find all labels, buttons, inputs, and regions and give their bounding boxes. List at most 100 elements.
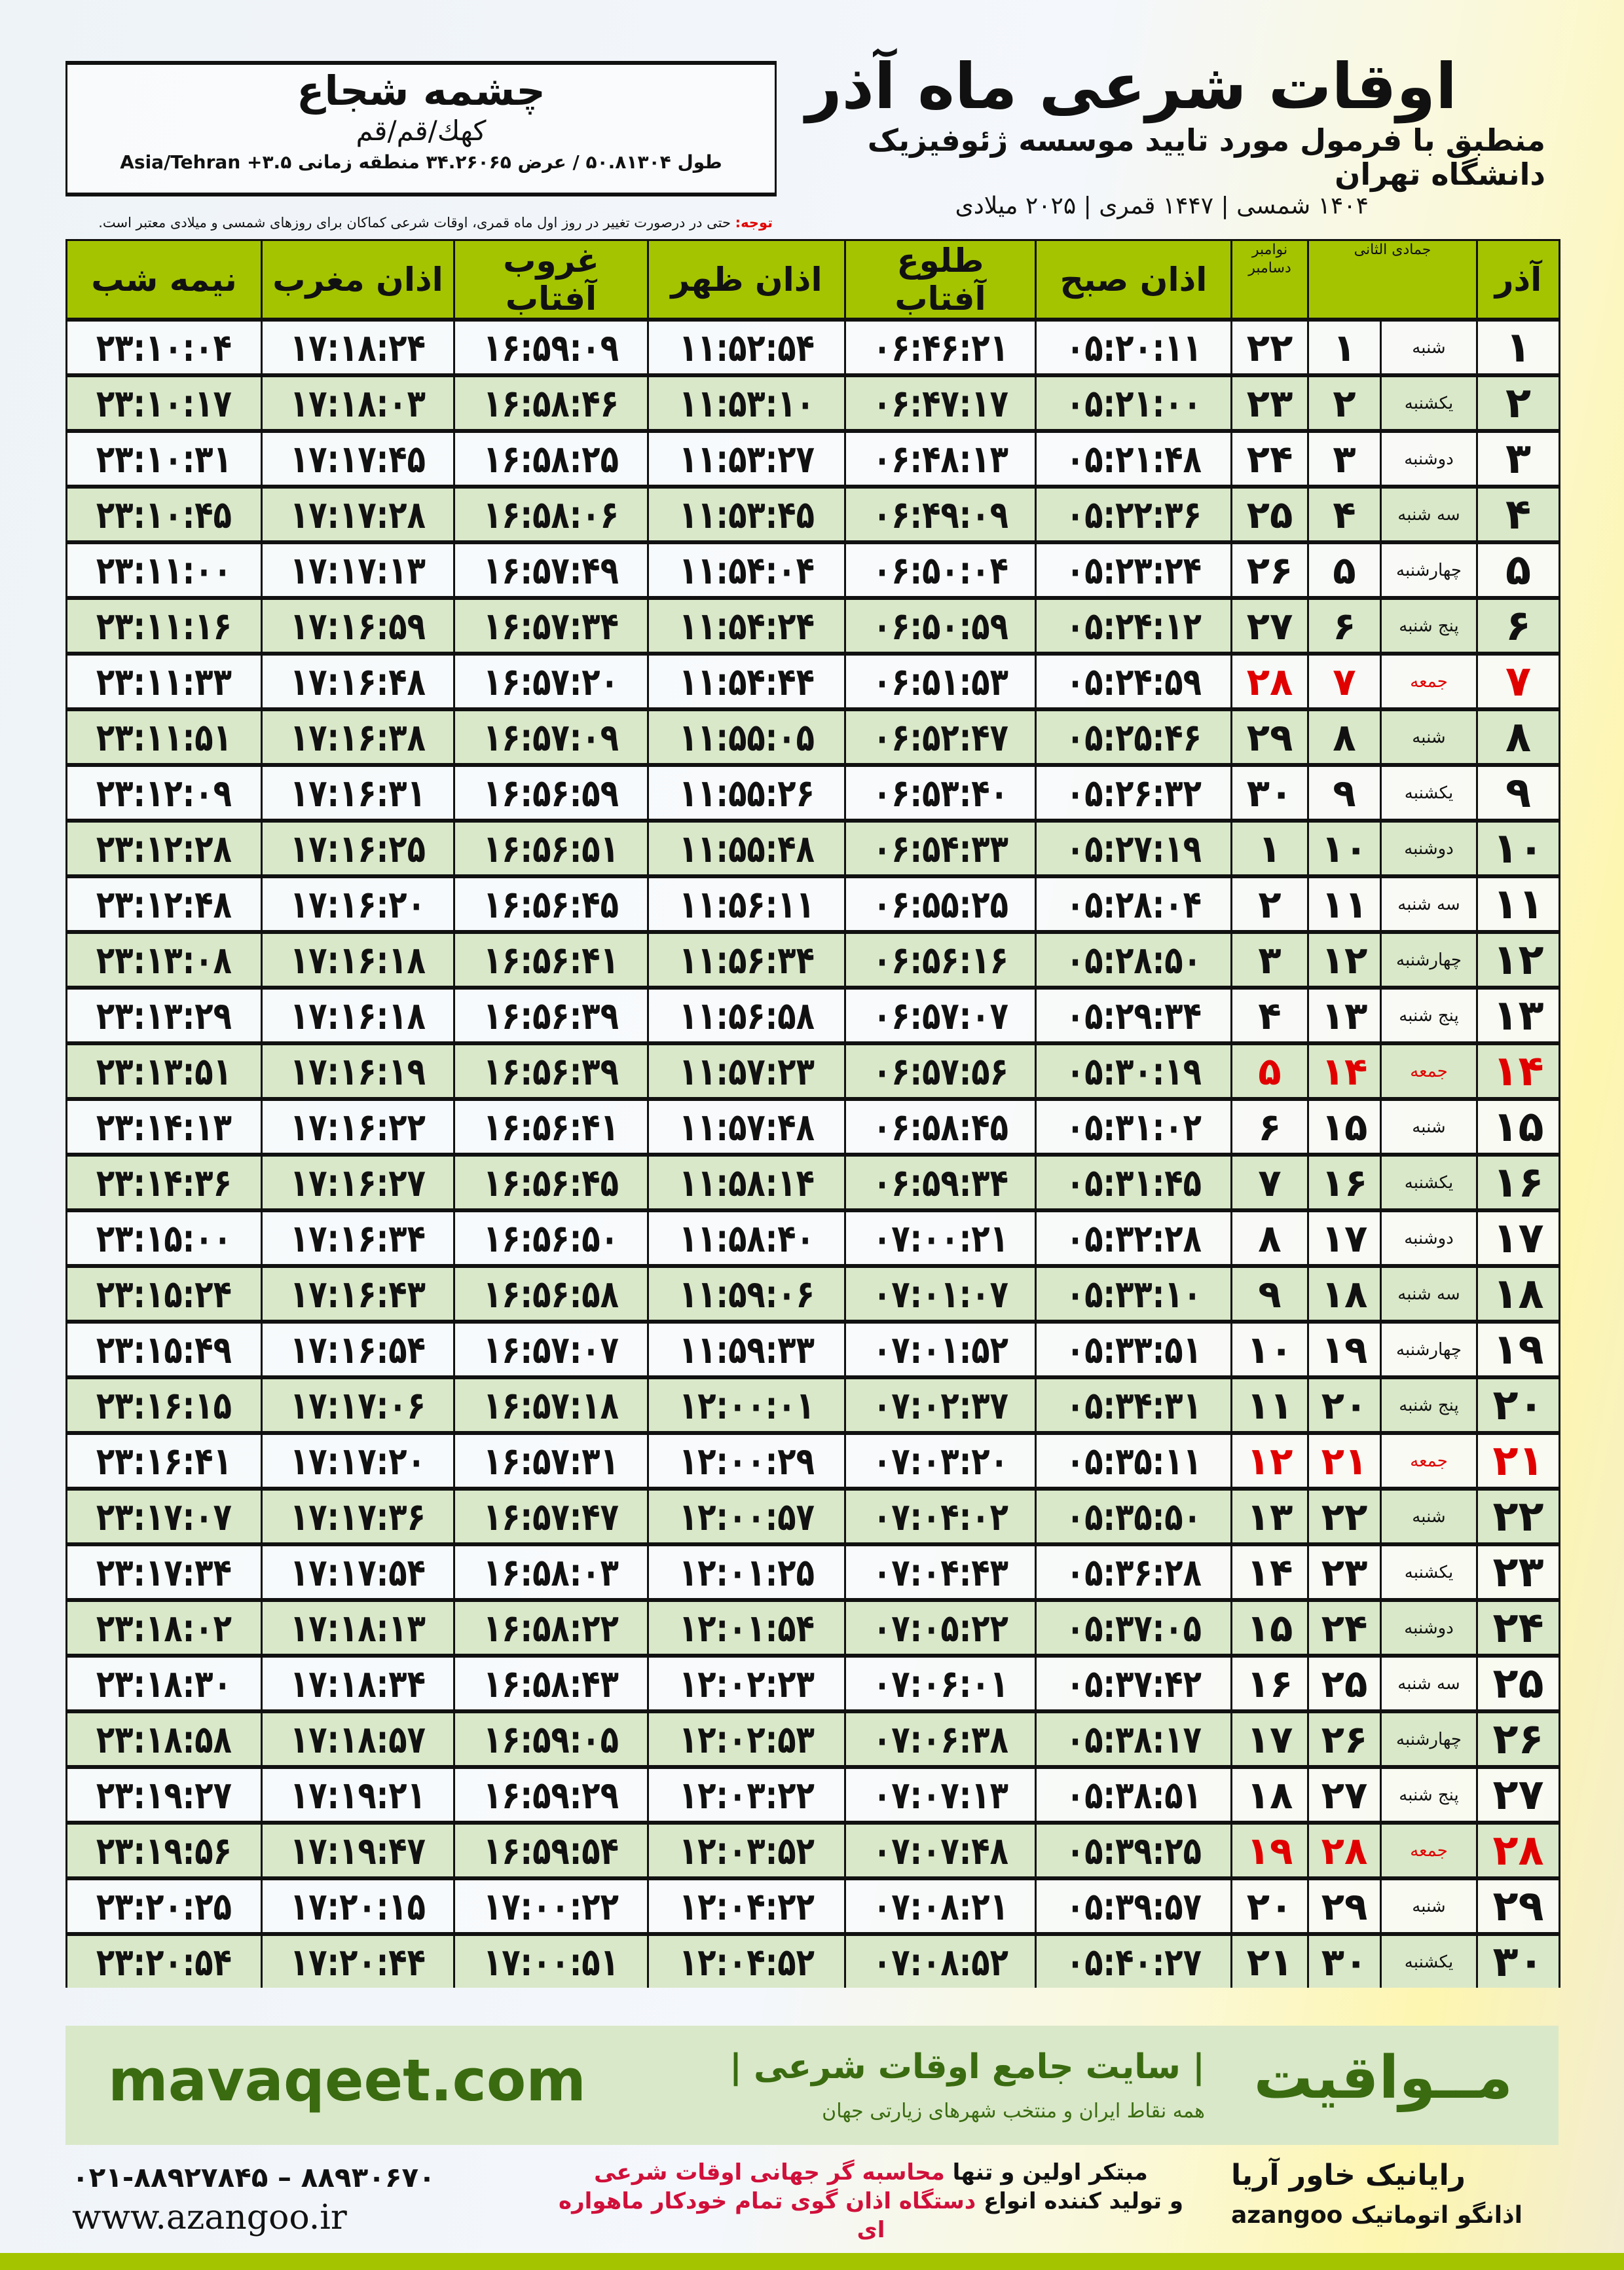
sunrise-time-cell: ۰۷:۰۷:۱۳: [844, 1765, 1037, 1823]
midnight-time-cell: ۲۳:۱۸:۳۰: [65, 1654, 263, 1711]
table-row: ۷ جمعه ۷ ۲۸ ۰۵:۲۴:۵۹ ۰۶:۵۱:۵۳ ۱۱:۵۴:۴۴ ۱۶:۵۷:۲۰…: [65, 652, 1560, 709]
greg-day: ۱۸: [1246, 1772, 1293, 1817]
hijri-day-cell: ۲۰: [1307, 1375, 1382, 1433]
sunrise-time-cell: ۰۷:۰۲:۳۷: [844, 1375, 1037, 1433]
midnight-time: ۲۳:۱۲:۲۸: [96, 826, 232, 871]
sunrise-time-cell: ۰۶:۵۳:۴۰: [844, 763, 1037, 821]
hijri-day: ۱۲: [1321, 937, 1368, 982]
sunset-time: ۱۶:۵۶:۳۹: [483, 993, 619, 1038]
fajr-time-cell: ۰۵:۳۹:۲۵: [1035, 1821, 1232, 1878]
sunset-time-cell: ۱۶:۵۷:۲۰: [453, 652, 649, 709]
greg-day: ۱۶: [1246, 1661, 1293, 1706]
table-row: ۲۷ پنج شنبه ۲۷ ۱۸ ۰۵:۳۸:۵۱ ۰۷:۰۷:۱۳ ۱۲:۰۳:۲۲ ۱۶…: [65, 1765, 1560, 1823]
hijri-day: ۲۸: [1321, 1828, 1368, 1873]
maghrib-time: ۱۷:۱۷:۲۰: [289, 1438, 426, 1483]
weekday: سه شنبه: [1397, 1673, 1460, 1694]
fajr-time-cell: ۰۵:۳۵:۵۰: [1035, 1487, 1232, 1544]
weekday-cell: جمعه: [1380, 1041, 1478, 1099]
midnight-time-cell: ۲۳:۲۰:۲۵: [65, 1876, 263, 1934]
day-number-cell: ۲۱: [1476, 1431, 1560, 1489]
dhuhr-time-cell: ۱۱:۵۴:۴۴: [647, 652, 846, 709]
sunrise-time-cell: ۰۶:۵۷:۵۶: [844, 1041, 1037, 1099]
dhuhr-time: ۱۱:۵۹:۰۶: [678, 1271, 815, 1316]
weekday: سه شنبه: [1397, 1284, 1460, 1304]
fajr-time-cell: ۰۵:۲۱:۴۸: [1035, 429, 1232, 487]
maghrib-time: ۱۷:۱۶:۳۱: [289, 770, 426, 815]
dhuhr-time-cell: ۱۲:۰۴:۵۲: [647, 1932, 846, 1988]
maghrib-time: ۱۷:۱۶:۲۷: [289, 1160, 426, 1205]
dhuhr-time: ۱۲:۰۰:۰۱: [678, 1383, 815, 1428]
midnight-time: ۲۳:۱۶:۱۵: [96, 1383, 232, 1428]
greg-day: ۲۹: [1246, 715, 1293, 760]
page-title: اوقات شرعی ماه آذر: [805, 50, 1457, 123]
greg-day-cell: ۲: [1230, 874, 1309, 932]
midnight-time-cell: ۲۳:۱۳:۲۹: [65, 986, 263, 1043]
weekday-cell: چهارشنبه: [1380, 1320, 1478, 1377]
bottom-bar: [0, 2253, 1624, 2270]
hijri-day: ۱۷: [1321, 1216, 1368, 1261]
midnight-time: ۲۳:۱۴:۱۳: [96, 1104, 232, 1149]
day-number-cell: ۶: [1476, 596, 1560, 654]
maghrib-time: ۱۷:۱۸:۲۴: [289, 325, 426, 370]
site-link[interactable]: mavaqeet.com: [108, 2047, 586, 2114]
hijri-day-cell: ۸: [1307, 707, 1382, 765]
table-row: ۲۱ جمعه ۲۱ ۱۲ ۰۵:۳۵:۱۱ ۰۷:۰۳:۲۰ ۱۲:۰۰:۲۹ ۱۶:۵۷:…: [65, 1431, 1560, 1489]
weekday: شنبه: [1412, 1117, 1446, 1137]
hijri-day-cell: ۲۱: [1307, 1431, 1382, 1489]
fajr-time-cell: ۰۵:۲۰:۱۱: [1035, 318, 1232, 375]
sunset-time: ۱۶:۵۶:۳۹: [483, 1049, 619, 1094]
hijri-day: ۴: [1333, 492, 1356, 537]
dhuhr-time: ۱۱:۵۸:۴۰: [678, 1216, 815, 1261]
sunrise-time: ۰۷:۰۱:۵۲: [872, 1327, 1008, 1372]
day-number: ۲۷: [1492, 1770, 1544, 1819]
col-sunrise: طلوع آفتاب: [844, 239, 1037, 321]
hijri-day: ۲۲: [1321, 1494, 1368, 1539]
sunrise-time-cell: ۰۶:۵۵:۲۵: [844, 874, 1037, 932]
hijri-day-cell: ۲۹: [1307, 1876, 1382, 1934]
weekday: سه شنبه: [1397, 504, 1460, 525]
table-row: ۱۲ چهارشنبه ۱۲ ۳ ۰۵:۲۸:۵۰ ۰۶:۵۶:۱۶ ۱۱:۵۶:۳۴ ۱۶:…: [65, 930, 1560, 988]
maghrib-time: ۱۷:۱۷:۳۶: [289, 1494, 426, 1539]
midnight-time-cell: ۲۳:۱۱:۵۱: [65, 707, 263, 765]
weekday: جمعه: [1410, 1061, 1448, 1081]
hijri-day-cell: ۱۷: [1307, 1208, 1382, 1266]
sunset-time: ۱۶:۵۸:۴۶: [483, 381, 619, 426]
slogan-sub: همه نقاط ایران و منتخب شهرهای زیارتی جها…: [822, 2100, 1205, 2123]
midnight-time-cell: ۲۳:۱۲:۰۹: [65, 763, 263, 821]
weekday: چهارشنبه: [1396, 950, 1462, 970]
fajr-time-cell: ۰۵:۳۱:۰۲: [1035, 1097, 1232, 1155]
midnight-time-cell: ۲۳:۱۵:۰۰: [65, 1208, 263, 1266]
fajr-time: ۰۵:۳۹:۵۷: [1065, 1884, 1202, 1929]
maghrib-time-cell: ۱۷:۱۶:۱۸: [261, 930, 455, 988]
maghrib-time: ۱۷:۲۰:۱۵: [289, 1884, 426, 1929]
weekday-cell: پنج شنبه: [1380, 986, 1478, 1043]
dhuhr-time: ۱۱:۵۷:۴۸: [678, 1104, 815, 1149]
midnight-time: ۲۳:۱۷:۰۷: [96, 1494, 232, 1539]
azangoo-link[interactable]: www.azangoo.ir: [72, 2198, 347, 2237]
weekday-cell: پنج شنبه: [1380, 1765, 1478, 1823]
day-number: ۳: [1505, 434, 1532, 483]
maghrib-time: ۱۷:۱۶:۱۸: [289, 937, 426, 982]
hijri-day: ۱۹: [1321, 1327, 1368, 1372]
greg-day-cell: ۲۹: [1230, 707, 1309, 765]
fajr-time: ۰۵:۳۶:۲۸: [1065, 1550, 1202, 1595]
dhuhr-time-cell: ۱۲:۰۰:۲۹: [647, 1431, 846, 1489]
greg-day-cell: ۸: [1230, 1208, 1309, 1266]
midnight-time-cell: ۲۳:۱۹:۵۶: [65, 1821, 263, 1878]
sunrise-time: ۰۷:۰۱:۰۷: [872, 1271, 1008, 1316]
weekday: پنج شنبه: [1399, 1785, 1459, 1805]
fajr-time-cell: ۰۵:۳۷:۰۵: [1035, 1598, 1232, 1656]
dhuhr-time-cell: ۱۱:۵۸:۴۰: [647, 1208, 846, 1266]
dhuhr-time: ۱۱:۵۴:۲۴: [678, 603, 815, 648]
weekday-cell: جمعه: [1380, 652, 1478, 709]
weekday-cell: شنبه: [1380, 1487, 1478, 1544]
midnight-time-cell: ۲۳:۱۸:۵۸: [65, 1709, 263, 1767]
sunset-time: ۱۶:۵۷:۳۱: [483, 1438, 619, 1483]
greg-day-cell: ۳: [1230, 930, 1309, 988]
weekday-cell: یکشنبه: [1380, 1932, 1478, 1988]
midnight-time-cell: ۲۳:۱۲:۲۸: [65, 819, 263, 876]
location-name: چشمه شجاع: [297, 67, 545, 115]
sunrise-time: ۰۶:۵۵:۲۵: [872, 882, 1008, 927]
day-number-cell: ۳: [1476, 429, 1560, 487]
hijri-day-cell: ۲: [1307, 373, 1382, 431]
